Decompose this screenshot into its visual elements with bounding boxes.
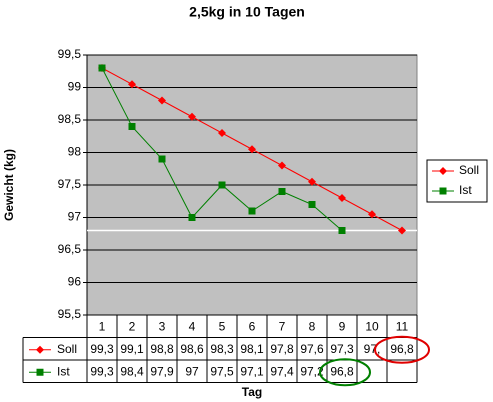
table-cell: 98,8	[150, 342, 174, 356]
highlight	[374, 335, 430, 364]
marker	[218, 181, 226, 189]
marker	[439, 167, 447, 175]
marker	[158, 155, 166, 163]
legend	[426, 159, 488, 203]
y-tick-label: 95,5	[58, 307, 82, 321]
x-tick-label: 9	[339, 319, 346, 333]
table-cell: 97,9	[150, 364, 174, 378]
marker	[439, 187, 447, 195]
x-tick-label: 6	[249, 319, 256, 333]
y-tick-label: 97,5	[58, 177, 82, 191]
legend-label: Soll	[459, 163, 479, 177]
marker	[248, 207, 256, 215]
marker	[188, 112, 196, 121]
y-tick-label: 96,5	[58, 242, 82, 256]
y-tick-label: 98,5	[58, 112, 82, 126]
x-tick-label: 2	[129, 319, 136, 333]
table-cell: 98,3	[210, 342, 234, 356]
marker	[308, 201, 316, 208]
table-cell: 99,3	[90, 364, 114, 378]
marker	[338, 194, 346, 202]
y-tick-label: 97	[68, 210, 82, 224]
marker	[368, 210, 376, 219]
marker	[128, 80, 136, 89]
table-row-label: Ist	[57, 364, 70, 378]
table-cell: 96,8	[330, 364, 354, 378]
x-tick-label: 10	[365, 319, 379, 333]
x-tick-label: 11	[396, 319, 409, 333]
table-cell: 97,6	[300, 342, 324, 356]
x-tick-label: 3	[159, 319, 166, 333]
chart-title: 2,5kg in 10 Tagen	[189, 4, 305, 20]
table-cell: 96,8	[390, 342, 414, 356]
table-cell: 97,1	[240, 364, 264, 378]
marker	[278, 161, 286, 170]
marker	[218, 129, 226, 137]
x-tick-label: 7	[279, 319, 286, 333]
marker	[128, 123, 136, 130]
table-cell: 98,4	[120, 364, 144, 378]
table-cell: 97,3	[330, 342, 354, 356]
table-cell: 97,2	[300, 364, 324, 378]
marker	[98, 64, 106, 72]
table-cell: 99,3	[90, 342, 114, 356]
table-cell: 97,4	[270, 364, 294, 378]
highlight	[319, 358, 371, 387]
y-tick-label: 99,5	[58, 47, 82, 61]
y-axis-title: Gewicht (kg)	[2, 149, 16, 221]
x-tick-label: 5	[219, 319, 226, 333]
table-cell: 99,1	[120, 342, 144, 356]
y-tick-label: 99	[68, 80, 82, 94]
x-tick-label: 8	[309, 319, 316, 333]
table-cell: 97,8	[270, 342, 294, 356]
x-tick-label: 1	[99, 319, 106, 333]
marker	[248, 145, 256, 154]
table-cell: 98,1	[240, 342, 264, 356]
legend-label: Ist	[459, 183, 472, 197]
table-cell: 98,6	[180, 342, 204, 356]
table-cell: 97,5	[210, 364, 234, 378]
marker	[36, 345, 44, 354]
table-cell: 97	[185, 364, 199, 378]
marker	[338, 227, 346, 234]
table-row-label: Soll	[57, 342, 77, 356]
y-tick-label: 96	[68, 275, 82, 289]
x-axis-title: Tag	[242, 385, 262, 399]
marker	[398, 226, 406, 235]
x-tick-label: 4	[189, 319, 196, 333]
marker	[36, 368, 44, 376]
y-tick-label: 98	[68, 145, 82, 159]
marker	[278, 188, 286, 195]
marker	[158, 96, 166, 105]
marker	[188, 214, 196, 221]
marker	[308, 177, 316, 186]
